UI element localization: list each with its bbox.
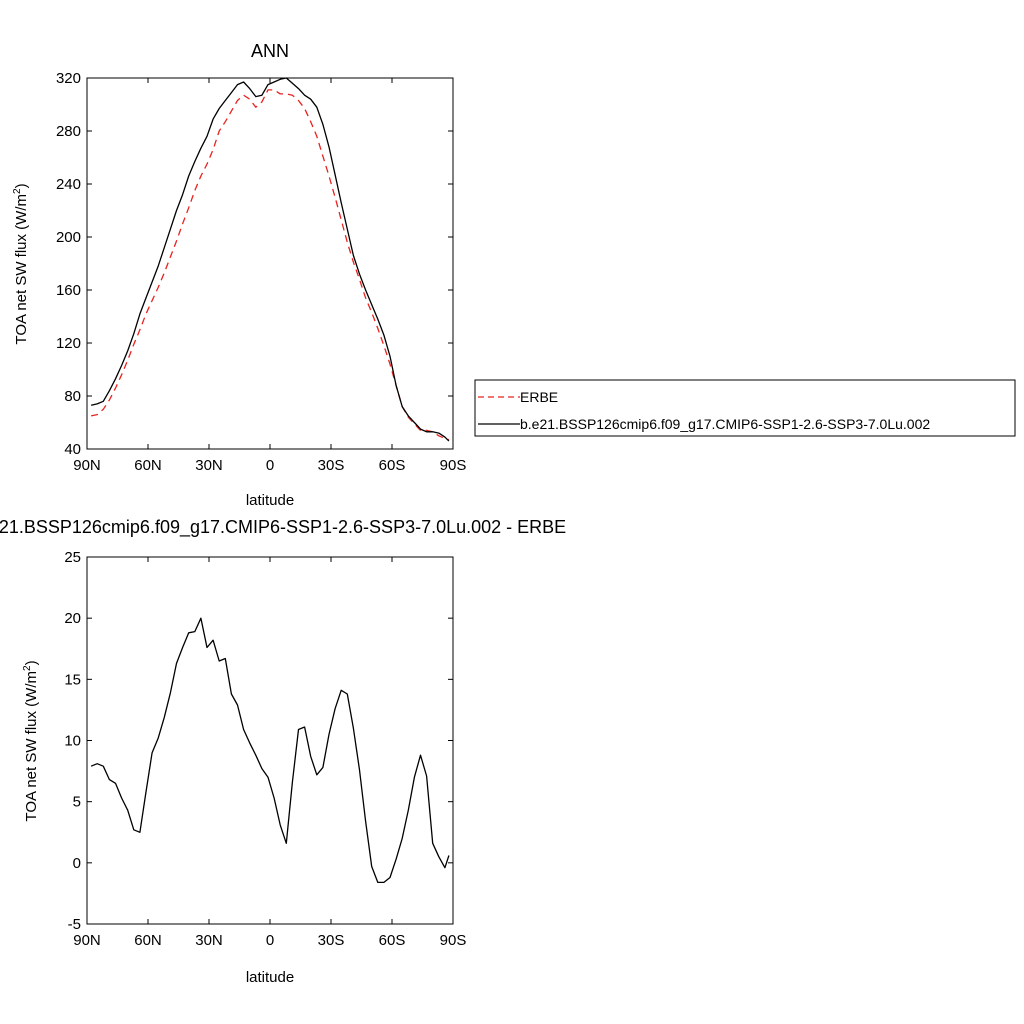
x-tick-label: 90S (440, 932, 467, 949)
y-tick-label: 5 (73, 794, 81, 811)
y-tick-label: 320 (56, 70, 81, 87)
y-tick-label: 80 (64, 388, 81, 405)
panel-annual-flux: ANN 40 80 120 160 200 240 280 320 90N 60N 30N 0 30S… (12, 41, 1016, 509)
x-tick-label: 60N (134, 457, 162, 474)
y-tick-label: 20 (64, 610, 81, 627)
y-tick-labels: -5 0 5 10 15 20 25 (64, 549, 81, 933)
legend-box (474, 379, 1016, 437)
chart-title: b.e21.BSSP126cmip6.f09_g17.CMIP6-SSP1-2.… (0, 517, 566, 538)
legend-label-model: b.e21.BSSP126cmip6.f09_g17.CMIP6-SSP1-2.… (520, 416, 930, 432)
x-tick-label: 60S (379, 932, 406, 949)
chart-title: ANN (251, 41, 289, 61)
x-tick-label: 0 (266, 932, 274, 949)
series-line-1-1 (90, 89, 450, 441)
plot-frame (86, 556, 454, 925)
plot-frame (86, 77, 454, 450)
x-tick-labels: 90N 60N 30N 0 30S 60S 90S (73, 457, 466, 474)
plot-series (90, 617, 450, 884)
x-tick-labels: 90N 60N 30N 0 30S 60S 90S (73, 932, 466, 949)
y-tick-label: -5 (68, 916, 81, 933)
x-tick-label: 90S (440, 457, 467, 474)
series-line-2-1 (90, 617, 450, 884)
x-tick-label: 30N (195, 457, 223, 474)
y-tick-label: 25 (64, 549, 81, 566)
y-tick-label: 200 (56, 229, 81, 246)
series-line-1-2 (90, 77, 450, 442)
x-tick-label: 30S (318, 457, 345, 474)
x-axis-label: latitude (246, 969, 294, 986)
y-axis-label: TOA net SW flux (W/m2) (12, 183, 30, 344)
panel-difference: b.e21.BSSP126cmip6.f09_g17.CMIP6-SSP1-2.… (0, 517, 566, 986)
axis-ticks (86, 556, 454, 925)
y-tick-label: 10 (64, 733, 81, 750)
x-tick-label: 60N (134, 932, 162, 949)
y-tick-labels: 40 80 120 160 200 240 280 320 (56, 70, 81, 458)
y-tick-label: 40 (64, 441, 81, 458)
x-tick-label: 90N (73, 457, 101, 474)
y-tick-label: 240 (56, 176, 81, 193)
x-tick-label: 60S (379, 457, 406, 474)
y-tick-label: 0 (73, 855, 81, 872)
x-axis-label: latitude (246, 492, 294, 509)
x-tick-label: 30S (318, 932, 345, 949)
y-tick-label: 160 (56, 282, 81, 299)
y-tick-label: 15 (64, 671, 81, 688)
y-axis-label: TOA net SW flux (W/m2) (22, 660, 40, 821)
x-tick-label: 0 (266, 457, 274, 474)
y-tick-label: 280 (56, 123, 81, 140)
legend-label-erbe: ERBE (520, 389, 558, 405)
y-tick-label: 120 (56, 335, 81, 352)
plot-series (90, 77, 450, 442)
x-tick-label: 90N (73, 932, 101, 949)
legend: ERBE b.e21.BSSP126cmip6.f09_g17.CMIP6-SS… (474, 379, 1016, 437)
x-tick-label: 30N (195, 932, 223, 949)
